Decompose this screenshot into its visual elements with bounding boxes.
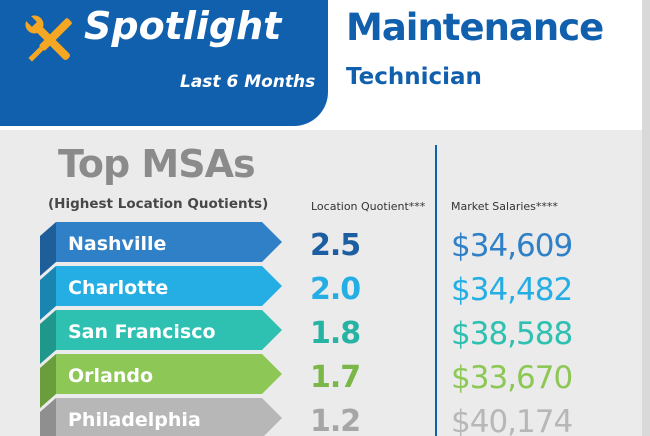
msa-row: Orlando 1.7 $33,670 [40, 354, 573, 408]
spotlight-banner: Spotlight Last 6 Months [0, 0, 328, 126]
column-divider [435, 145, 437, 436]
msa-row: San Francisco 1.8 $38,588 [40, 310, 573, 364]
salary-value: $34,482 [451, 272, 572, 308]
page-subtitle: Technician [346, 64, 482, 90]
ribbon-fold [40, 222, 56, 276]
salary-value: $38,588 [451, 316, 572, 352]
location-quotient-value: 1.2 [310, 404, 360, 436]
msa-row: Philadelphia 1.2 $40,174 [40, 398, 573, 436]
ribbon-bar [56, 310, 282, 350]
msa-name: Nashville [68, 233, 166, 255]
salary-value: $40,174 [451, 404, 572, 436]
column-header-lq: Location Quotient*** [311, 200, 426, 213]
msa-row: Nashville 2.5 $34,609 [40, 222, 573, 276]
location-quotient-value: 1.7 [310, 360, 360, 395]
msa-name: San Francisco [68, 321, 216, 343]
salary-value: $34,609 [451, 228, 572, 264]
section-subtitle: (Highest Location Quotients) [48, 196, 269, 212]
right-edge [642, 0, 650, 436]
page-title: Maintenance [346, 6, 604, 49]
msa-name: Orlando [68, 365, 153, 387]
location-quotient-value: 2.5 [310, 228, 360, 263]
header: Spotlight Last 6 Months Maintenance Tech… [0, 0, 650, 130]
location-quotient-value: 2.0 [310, 272, 360, 307]
wrench-screwdriver-icon [24, 14, 72, 62]
ribbon-bar [56, 266, 282, 306]
msa-row: Charlotte 2.0 $34,482 [40, 266, 573, 320]
period-label: Last 6 Months [180, 72, 316, 92]
salary-value: $33,670 [451, 360, 572, 396]
section-title: Top MSAs [58, 142, 256, 186]
ribbon-fold [40, 354, 56, 408]
msa-name: Philadelphia [68, 409, 201, 431]
column-header-salary: Market Salaries**** [451, 200, 558, 213]
ribbon-bar [56, 222, 282, 262]
ribbon-bar [56, 398, 282, 436]
location-quotient-value: 1.8 [310, 316, 360, 351]
ribbon-fold [40, 266, 56, 320]
ribbon-fold [40, 398, 56, 436]
ribbon-fold [40, 310, 56, 364]
msa-name: Charlotte [68, 277, 168, 299]
spotlight-title: Spotlight [84, 4, 282, 48]
ribbon-bar [56, 354, 282, 394]
